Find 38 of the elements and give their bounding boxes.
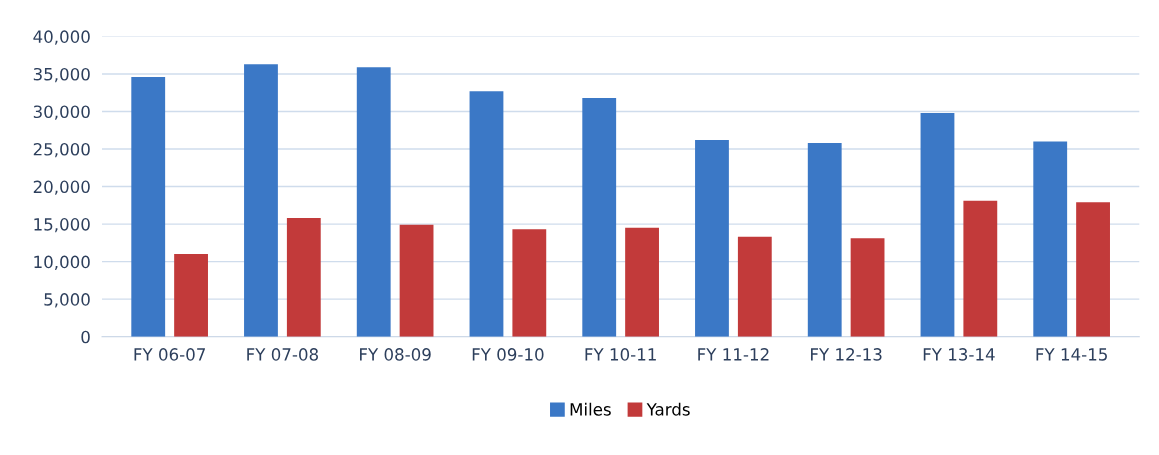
x-tick-label: FY 11-12	[698, 348, 769, 361]
bar	[807, 143, 842, 337]
bar	[625, 227, 659, 337]
x-tick-label: FY 12-13	[811, 348, 882, 361]
bar	[920, 112, 955, 337]
bar	[582, 97, 617, 337]
bar	[512, 229, 547, 337]
legend-label: Yards	[646, 402, 690, 416]
x-tick-label: FY 14-15	[1036, 348, 1107, 361]
bar	[174, 254, 208, 337]
x-tick-label: FY 08-09	[360, 348, 431, 361]
bar	[850, 238, 885, 337]
y-tick-label: 35,000	[33, 67, 90, 83]
x-tick-label: FY 13-14	[923, 348, 995, 361]
legend-label: Miles	[570, 402, 611, 416]
y-tick-label: 25,000	[33, 142, 90, 158]
bar	[244, 64, 278, 337]
bar	[356, 67, 391, 337]
bar	[1033, 141, 1068, 337]
bar	[399, 224, 434, 337]
bar	[286, 218, 321, 337]
bar	[469, 91, 504, 337]
x-tick-label: FY 07-08	[247, 348, 318, 361]
y-tick-label: 0	[81, 330, 90, 344]
x-tick-label: FY 09-10	[472, 348, 544, 361]
x-tick-label: FY 10-11	[585, 348, 656, 361]
bar	[963, 200, 998, 337]
x-tick-label: FY 06-07	[134, 348, 205, 361]
bar	[1076, 202, 1110, 337]
y-tick-label: 30,000	[33, 105, 90, 120]
bar	[131, 76, 166, 337]
bar	[737, 236, 772, 337]
y-tick-label: 15,000	[34, 218, 90, 233]
y-tick-label: 10,000	[34, 255, 90, 270]
y-tick-label: 20,000	[33, 180, 90, 195]
bar	[695, 140, 729, 337]
y-tick-label: 5,000	[44, 293, 90, 308]
y-tick-label: 40,000	[33, 30, 90, 45]
